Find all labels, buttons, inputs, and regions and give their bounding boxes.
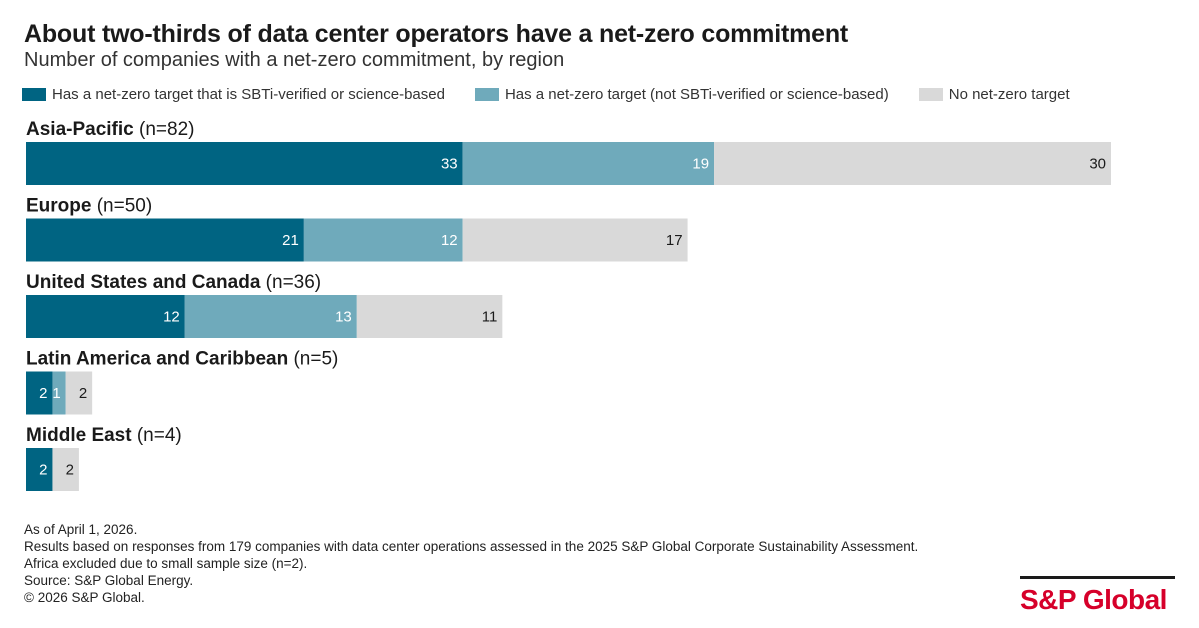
value-label-europe-no-target: 17 (666, 232, 683, 249)
bar-europe-sbti (26, 218, 304, 262)
footnote-methodology: Results based on responses from 179 comp… (24, 539, 919, 554)
footnotes: As of April 1, 2026. Results based on re… (24, 521, 918, 606)
region-label-asia-pacific: Asia-Pacific (n=82) (26, 119, 194, 140)
bar-europe-not-sbti (303, 218, 463, 262)
value-label-united-states-and-canada-not-sbti: 13 (335, 309, 352, 326)
region-name-united-states-and-canada: United States and Canada (26, 272, 261, 293)
bar-united-states-and-canada-not-sbti (184, 295, 357, 338)
value-label-latin-america-and-caribbean-sbti: 2 (39, 385, 47, 402)
legend-label-no-target: No net-zero target (948, 85, 1070, 103)
legend-item-not-sbti: Has a net-zero target (not SBTi-verified… (474, 85, 889, 103)
bar-asia-pacific-sbti (26, 142, 463, 185)
region-name-latin-america-and-caribbean: Latin America and Caribbean (26, 349, 288, 370)
legend-swatch-not-sbti (474, 87, 499, 101)
value-label-latin-america-and-caribbean-no-target: 2 (79, 385, 87, 402)
footnote-source: Source: S&P Global Energy. (24, 573, 194, 588)
value-label-europe-not-sbti: 12 (441, 232, 458, 249)
legend-label-sbti: Has a net-zero target that is SBTi-verif… (52, 85, 445, 103)
region-label-united-states-and-canada: United States and Canada (n=36) (26, 272, 321, 293)
legend-item-no-target: No net-zero target (918, 85, 1070, 103)
legend: Has a net-zero target that is SBTi-verif… (22, 84, 1100, 104)
chart-subtitle: Number of companies with a net-zero comm… (24, 49, 565, 71)
bar-asia-pacific-not-sbti (462, 142, 715, 185)
bar-middle-east-no-target (52, 448, 79, 491)
region-label-middle-east: Middle East (n=4) (26, 425, 182, 446)
region-name-europe: Europe (26, 196, 91, 217)
value-label-asia-pacific-sbti: 33 (441, 156, 458, 173)
region-label-europe: Europe (n=50) (26, 196, 152, 217)
logo-rule (1020, 576, 1175, 579)
region-label-latin-america-and-caribbean: Latin America and Caribbean (n=5) (26, 349, 338, 370)
legend-label-not-sbti: Has a net-zero target (not SBTi-verified… (504, 85, 889, 103)
value-label-asia-pacific-not-sbti: 19 (692, 156, 709, 173)
bar-latin-america-and-caribbean-sbti (26, 371, 53, 415)
region-count-latin-america-and-caribbean: (n=5) (288, 349, 338, 370)
logo-text: S&P Global (1020, 584, 1167, 615)
bar-latin-america-and-caribbean-no-target (65, 371, 93, 415)
value-label-asia-pacific-no-target: 30 (1089, 156, 1106, 173)
region-count-asia-pacific: (n=82) (134, 119, 195, 140)
legend-swatch-no-target (918, 87, 943, 101)
region-count-united-states-and-canada: (n=36) (260, 272, 321, 293)
bar-europe-no-target (462, 218, 688, 262)
value-label-united-states-and-canada-no-target: 11 (482, 309, 498, 326)
region-count-middle-east: (n=4) (132, 425, 182, 446)
bar-middle-east-sbti (26, 448, 53, 491)
region-count-europe: (n=50) (91, 196, 152, 217)
footnote-exclusion: Africa excluded due to small sample size… (24, 556, 308, 571)
chart-title: About two-thirds of data center operator… (24, 20, 849, 48)
footnote-copyright: © 2026 S&P Global. (24, 590, 145, 605)
value-label-middle-east-sbti: 2 (39, 462, 47, 479)
value-label-latin-america-and-caribbean-not-sbti: 1 (52, 385, 60, 402)
sp-global-logo: S&P Global (1020, 576, 1175, 616)
legend-item-sbti: Has a net-zero target that is SBTi-verif… (22, 86, 445, 103)
value-label-europe-sbti: 21 (282, 232, 299, 249)
footnote-date: As of April 1, 2026. (24, 522, 138, 537)
bar-asia-pacific-no-target (714, 142, 1111, 185)
bar-united-states-and-canada-no-target (356, 295, 503, 338)
legend-swatch-sbti (22, 87, 46, 101)
bar-united-states-and-canada-sbti (26, 295, 185, 338)
region-name-asia-pacific: Asia-Pacific (26, 119, 134, 140)
value-label-middle-east-no-target: 2 (66, 462, 74, 479)
value-label-united-states-and-canada-sbti: 12 (163, 309, 180, 326)
region-name-middle-east: Middle East (26, 425, 132, 446)
bar-latin-america-and-caribbean-not-sbti (52, 371, 66, 415)
